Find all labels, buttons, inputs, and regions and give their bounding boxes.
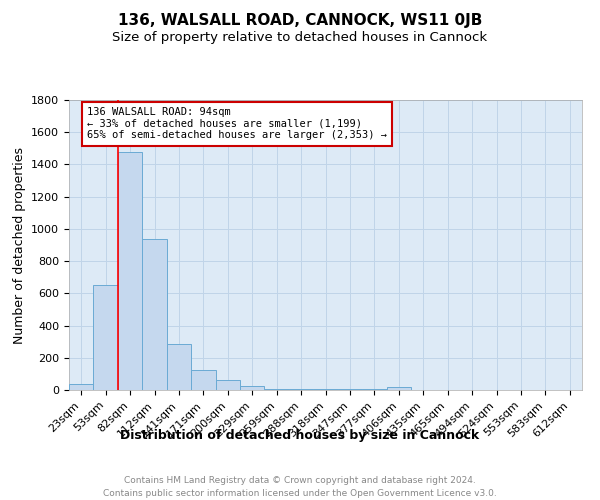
Bar (69, 384, 94, 390)
Text: Distribution of detached houses by size in Cannock: Distribution of detached houses by size … (121, 430, 479, 442)
Bar (94, 286, 118, 390)
Bar (386, 387, 411, 390)
Bar (215, 380, 240, 390)
Bar (142, 238, 167, 390)
Bar (191, 370, 215, 390)
Bar (338, 389, 362, 390)
Bar (362, 389, 386, 390)
Bar (118, 152, 142, 390)
Bar (313, 389, 338, 390)
Text: 136, WALSALL ROAD, CANNOCK, WS11 0JB: 136, WALSALL ROAD, CANNOCK, WS11 0JB (118, 12, 482, 28)
Bar (167, 344, 191, 390)
Text: 136 WALSALL ROAD: 94sqm
← 33% of detached houses are smaller (1,199)
65% of semi: 136 WALSALL ROAD: 94sqm ← 33% of detache… (87, 108, 387, 140)
Bar (289, 389, 313, 390)
Text: Size of property relative to detached houses in Cannock: Size of property relative to detached ho… (112, 31, 488, 44)
Text: Contains HM Land Registry data © Crown copyright and database right 2024.
Contai: Contains HM Land Registry data © Crown c… (103, 476, 497, 498)
Bar (265, 389, 289, 390)
Bar (240, 386, 265, 390)
Y-axis label: Number of detached properties: Number of detached properties (13, 146, 26, 344)
